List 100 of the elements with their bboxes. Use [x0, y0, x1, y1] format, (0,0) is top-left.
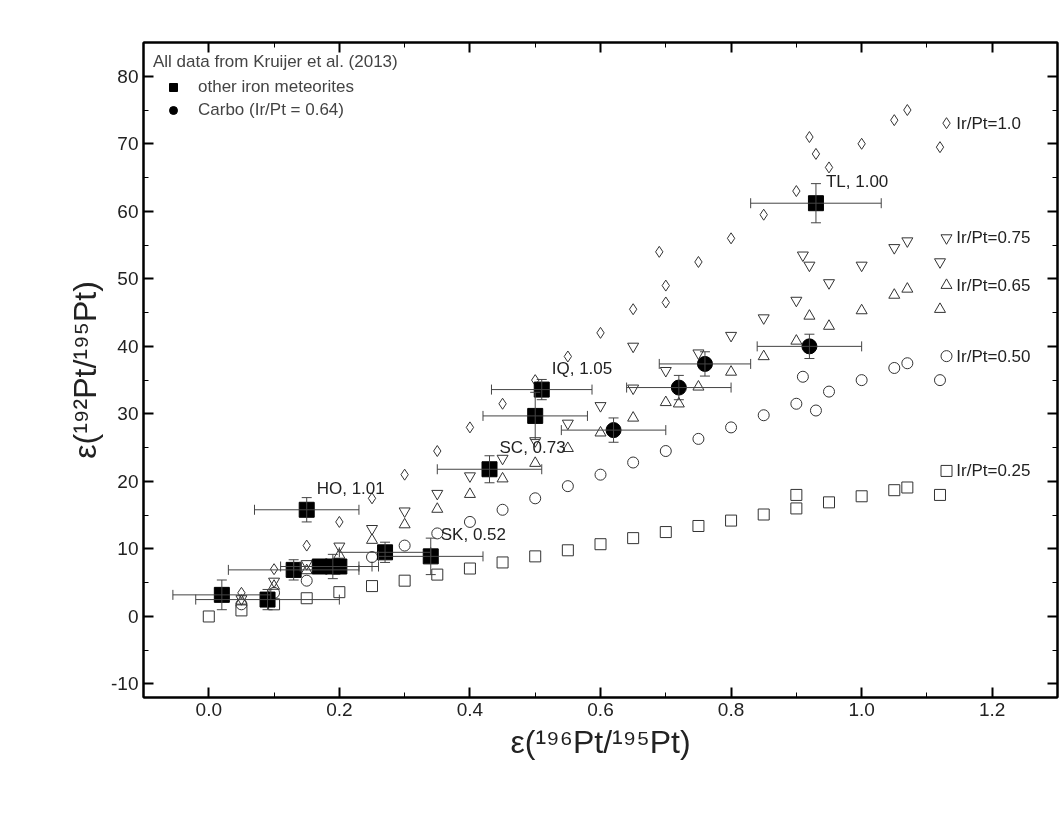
y-tick-label: -10 — [111, 673, 139, 695]
x-tick-label: 1.0 — [848, 698, 875, 720]
legend-label: Ir/Pt=0.25 — [956, 461, 1031, 481]
point — [935, 141, 945, 154]
point — [809, 404, 822, 417]
point — [888, 288, 901, 299]
point — [692, 349, 705, 360]
point — [627, 456, 640, 469]
point — [796, 370, 809, 383]
point — [268, 598, 281, 611]
point — [398, 507, 411, 518]
point — [561, 544, 574, 557]
y-axis-title: ε(¹⁹²Pt/¹⁹⁵Pt) — [67, 281, 104, 459]
point — [465, 421, 475, 434]
point — [823, 319, 835, 330]
point — [933, 488, 946, 501]
point — [269, 563, 279, 576]
point — [366, 580, 378, 593]
point — [672, 396, 685, 408]
annotation: HO, 1.01 — [316, 478, 385, 498]
y-tick-label: 80 — [117, 65, 139, 87]
point — [496, 503, 509, 516]
point — [757, 314, 770, 325]
point — [725, 331, 738, 343]
point — [463, 472, 476, 483]
point — [790, 334, 803, 345]
point — [888, 361, 901, 374]
point — [933, 374, 946, 387]
point — [855, 374, 868, 387]
point — [725, 365, 738, 376]
y-tick-label: 40 — [117, 335, 139, 357]
point — [726, 232, 736, 245]
legend-label: Ir/Pt=0.65 — [956, 275, 1031, 295]
point — [496, 454, 509, 466]
point — [796, 251, 809, 263]
point — [725, 514, 738, 527]
legend-label: other iron meteorites — [198, 77, 354, 97]
annotation: IQ, 1.05 — [551, 358, 613, 378]
point — [692, 519, 705, 532]
legend-label: Ir/Pt=1.0 — [956, 113, 1022, 133]
point — [463, 562, 476, 575]
point — [594, 468, 607, 481]
point — [659, 445, 672, 458]
point — [627, 532, 640, 545]
point — [803, 309, 816, 320]
point — [529, 456, 542, 467]
y-tick-label: 30 — [117, 403, 139, 425]
point — [431, 568, 444, 581]
y-tick-label: 10 — [117, 538, 139, 560]
point — [692, 432, 705, 445]
x-tick-label: 0.8 — [717, 698, 745, 720]
legend-label: Ir/Pt=0.50 — [956, 346, 1031, 366]
point — [398, 574, 411, 587]
x-tick-label: 0.2 — [326, 698, 353, 720]
point — [901, 237, 914, 248]
point — [627, 411, 640, 422]
annotation: SK, 0.52 — [440, 525, 506, 545]
legend-title: All data from Kruijer et al. (2013) — [153, 52, 398, 72]
point — [300, 574, 313, 587]
point — [855, 303, 868, 315]
point — [823, 385, 835, 398]
point — [888, 484, 901, 497]
point — [933, 258, 946, 269]
point — [594, 402, 607, 413]
point — [529, 550, 542, 563]
point — [725, 421, 738, 434]
point — [529, 492, 542, 505]
point — [659, 526, 672, 539]
x-axis-title: ε(¹⁹⁶Pt/¹⁹⁵Pt) — [510, 723, 691, 760]
point — [563, 350, 573, 363]
point — [790, 296, 803, 308]
point — [235, 604, 248, 617]
point — [431, 502, 444, 513]
point — [398, 539, 411, 552]
legend-label: Ir/Pt=0.75 — [956, 228, 1031, 248]
point — [757, 409, 770, 422]
point — [594, 425, 607, 437]
annotation: TL, 1.00 — [825, 172, 889, 192]
point — [692, 380, 705, 391]
x-tick-label: 0.4 — [456, 698, 484, 720]
point — [431, 489, 444, 501]
point — [901, 481, 914, 494]
y-tick-label: 60 — [117, 200, 139, 222]
point — [824, 161, 834, 174]
point — [855, 261, 868, 273]
point — [300, 592, 313, 605]
point — [561, 480, 574, 493]
point — [790, 488, 803, 501]
legend-label: Carbo (Ir/Pt = 0.64) — [198, 100, 344, 120]
point — [333, 548, 346, 559]
point — [855, 490, 868, 503]
point — [333, 542, 346, 554]
y-tick-label: 20 — [117, 470, 139, 492]
point — [659, 395, 672, 407]
point — [659, 367, 672, 378]
annotation: SC, 0.73 — [499, 438, 566, 458]
point — [202, 610, 215, 623]
point — [790, 397, 803, 410]
point — [463, 515, 476, 528]
point — [823, 279, 835, 290]
